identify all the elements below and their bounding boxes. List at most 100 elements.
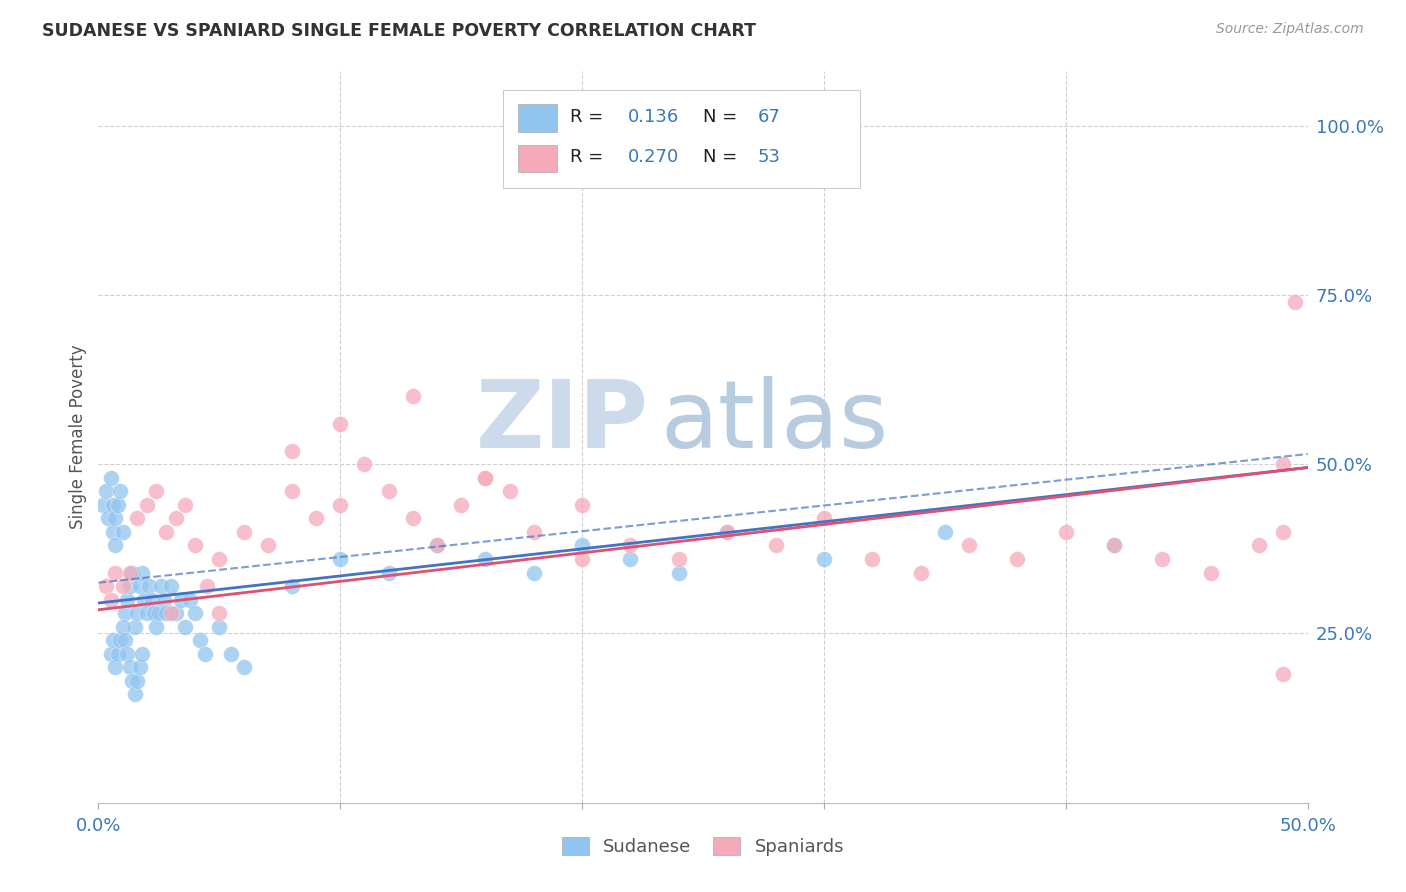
- Point: [104, 660, 127, 674]
- Point: [148, 606, 170, 620]
- Text: N =: N =: [703, 148, 742, 166]
- Point: [813, 511, 835, 525]
- Point: [402, 511, 425, 525]
- Point: [104, 511, 127, 525]
- Point: [426, 538, 449, 552]
- Point: [127, 511, 149, 525]
- Point: [184, 538, 207, 552]
- Point: [474, 471, 496, 485]
- Point: [155, 606, 177, 620]
- Point: [179, 592, 201, 607]
- Point: [305, 511, 328, 525]
- Point: [1272, 524, 1295, 539]
- Point: [104, 566, 127, 580]
- Point: [150, 579, 173, 593]
- Point: [1054, 524, 1077, 539]
- Point: [138, 579, 160, 593]
- Point: [329, 417, 352, 431]
- Text: atlas: atlas: [661, 376, 889, 468]
- Point: [118, 566, 141, 580]
- Point: [152, 592, 174, 607]
- Text: 0.270: 0.270: [628, 148, 679, 166]
- Point: [127, 606, 149, 620]
- Point: [100, 592, 122, 607]
- Point: [111, 524, 134, 539]
- Point: [221, 647, 243, 661]
- Point: [97, 511, 120, 525]
- Point: [523, 524, 546, 539]
- Point: [114, 606, 136, 620]
- Text: R =: R =: [569, 108, 609, 126]
- Point: [1102, 538, 1125, 552]
- Point: [131, 566, 153, 580]
- Point: [474, 471, 496, 485]
- Point: [377, 484, 399, 499]
- Point: [195, 579, 218, 593]
- Point: [101, 498, 124, 512]
- Point: [765, 538, 787, 552]
- Point: [619, 552, 641, 566]
- Point: [114, 633, 136, 648]
- Point: [1272, 457, 1295, 471]
- Point: [619, 538, 641, 552]
- Text: 67: 67: [758, 108, 780, 126]
- Point: [117, 647, 139, 661]
- Point: [934, 524, 956, 539]
- Text: SUDANESE VS SPANIARD SINGLE FEMALE POVERTY CORRELATION CHART: SUDANESE VS SPANIARD SINGLE FEMALE POVER…: [42, 22, 756, 40]
- Point: [160, 606, 183, 620]
- Point: [134, 592, 156, 607]
- Y-axis label: Single Female Poverty: Single Female Poverty: [69, 345, 87, 529]
- Point: [117, 592, 139, 607]
- Point: [107, 647, 129, 661]
- Point: [165, 511, 187, 525]
- Point: [169, 592, 191, 607]
- Point: [281, 484, 304, 499]
- Point: [426, 538, 449, 552]
- Text: 53: 53: [758, 148, 780, 166]
- Point: [107, 498, 129, 512]
- Point: [174, 620, 197, 634]
- Point: [353, 457, 375, 471]
- Point: [208, 552, 231, 566]
- Point: [571, 498, 593, 512]
- Point: [1272, 667, 1295, 681]
- Point: [124, 688, 146, 702]
- Point: [377, 566, 399, 580]
- Point: [145, 484, 167, 499]
- Point: [716, 524, 738, 539]
- Point: [256, 538, 278, 552]
- FancyBboxPatch shape: [503, 90, 860, 188]
- Point: [716, 524, 738, 539]
- Point: [165, 606, 187, 620]
- Point: [208, 606, 231, 620]
- Point: [813, 552, 835, 566]
- Text: N =: N =: [703, 108, 742, 126]
- Point: [100, 647, 122, 661]
- Point: [1152, 552, 1174, 566]
- Point: [174, 498, 197, 512]
- Point: [121, 673, 143, 688]
- Point: [128, 660, 150, 674]
- Point: [860, 552, 883, 566]
- Point: [208, 620, 231, 634]
- Point: [94, 484, 117, 499]
- Point: [135, 606, 157, 620]
- Point: [281, 579, 304, 593]
- Point: [668, 552, 690, 566]
- Text: R =: R =: [569, 148, 609, 166]
- Point: [104, 538, 127, 552]
- Point: [523, 566, 546, 580]
- Point: [450, 498, 472, 512]
- Point: [1102, 538, 1125, 552]
- Point: [143, 606, 166, 620]
- Point: [101, 524, 124, 539]
- Point: [1199, 566, 1222, 580]
- Point: [121, 566, 143, 580]
- Point: [141, 592, 163, 607]
- Point: [474, 552, 496, 566]
- Point: [1284, 294, 1306, 309]
- Point: [957, 538, 980, 552]
- Point: [118, 660, 141, 674]
- Point: [155, 524, 177, 539]
- Point: [111, 620, 134, 634]
